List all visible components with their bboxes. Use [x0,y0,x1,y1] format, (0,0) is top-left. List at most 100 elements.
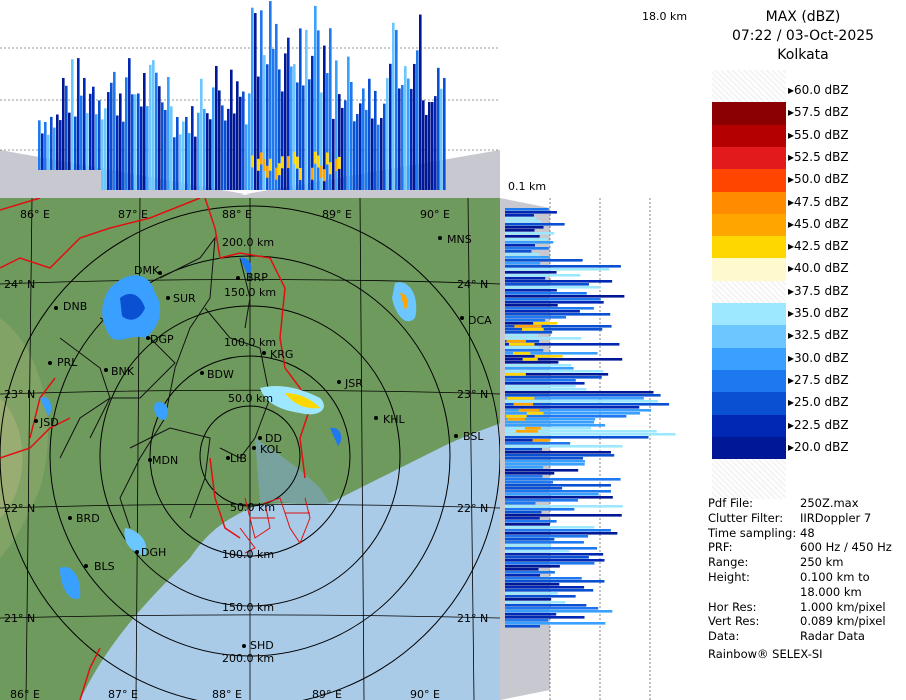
side-bar-core [526,412,544,415]
top-bar [440,88,443,190]
legend-label: ▸32.5 dBZ [788,328,849,343]
range-label-north: 100.0 km [224,336,276,349]
lon-label-top: 86° E [20,208,50,221]
top-bar [404,66,407,190]
city-label-brp: BRP [246,271,268,284]
top-bar [401,84,404,190]
top-bar [83,77,86,170]
top-bar [410,88,413,190]
side-bar [505,574,541,577]
side-bar [505,514,622,517]
top-bar [311,55,314,190]
top-bar [374,90,377,190]
top-bar [113,71,116,190]
lon-label-top: 87° E [118,208,148,221]
top-bar [137,93,140,190]
side-bar [505,379,576,382]
lat-label-left: 24° N [4,278,35,291]
legend-label: ▸45.0 dBZ [788,216,849,231]
top-bar-core [251,155,254,168]
side-bar [505,409,652,412]
range-label-south: 50.0 km [230,501,275,514]
side-bar [505,313,611,316]
side-bar [505,319,546,322]
city-label-jsr: JSR [344,377,363,390]
side-bar [505,592,558,595]
side-bar [505,613,557,616]
side-bar [505,529,611,532]
side-bar [505,583,560,586]
legend-label: ▸47.5 dBZ [788,194,849,209]
range-label-north: 150.0 km [224,286,276,299]
side-bar [505,277,546,280]
side-bar [505,532,618,535]
top-bar [263,55,266,191]
info-value: 600 Hz / 450 Hz [800,540,892,555]
side-bar-core [518,409,540,412]
side-bar [505,349,544,352]
side-bar [505,220,542,223]
side-bar [505,625,540,628]
top-bar [152,60,155,191]
side-bar [505,496,613,499]
side-bar [505,559,605,562]
side-bar [505,505,623,508]
top-bar [362,88,365,190]
top-bar [398,88,401,190]
top-bar [245,124,248,190]
range-label-south: 150.0 km [222,601,274,614]
top-bar [413,63,416,191]
side-bar [505,436,649,439]
side-bar-core [533,322,558,325]
legend-swatch [712,303,786,326]
top-bar [281,91,284,190]
info-value: Radar Data [800,629,865,644]
top-bar-core [278,163,281,176]
city-label-mdn: MDN [152,454,178,467]
top-bar [131,94,134,190]
top-bar [191,106,194,190]
side-bar [505,259,583,262]
top-bar [251,7,254,190]
side-bar [505,301,604,304]
top-bar-core [314,151,317,164]
top-bar [359,103,362,190]
top-bar [158,86,161,190]
city-label-bsl: BSL [463,430,484,443]
top-bar [128,58,131,191]
side-bar [505,370,604,373]
top-bar [212,87,215,190]
side-bar [505,226,544,229]
top-bar [188,133,191,190]
top-bar [194,136,197,190]
top-bar-core [293,151,296,164]
legend-swatch [712,325,786,348]
top-bar-core [317,155,320,168]
side-bar-core [522,358,538,361]
top-bar [242,91,245,190]
side-bar [505,484,611,487]
top-bar [386,78,389,190]
side-bar [505,397,644,400]
map-labels: 86° E 86° E 87° E 87° E 88° E 88° E 89° E 89° E… [4,208,492,700]
side-bar [505,406,640,409]
side-bar [505,499,579,502]
top-bar [221,105,224,190]
top-bar [161,102,164,190]
side-bar [505,364,572,367]
top-bar [302,85,305,190]
top-bar [185,116,188,190]
top-bar [290,66,293,190]
info-value: IIRDoppler 7 [800,510,872,525]
side-bar [505,394,661,397]
city-label-dca: DCA [468,314,492,327]
top-bar [116,115,119,190]
top-bar [260,10,263,190]
side-bar [505,538,555,541]
side-bar [505,298,601,301]
top-bar-core [326,152,329,165]
side-bar [505,337,582,340]
side-bar [505,595,576,598]
top-bar [323,45,326,190]
side-bar [505,523,550,526]
